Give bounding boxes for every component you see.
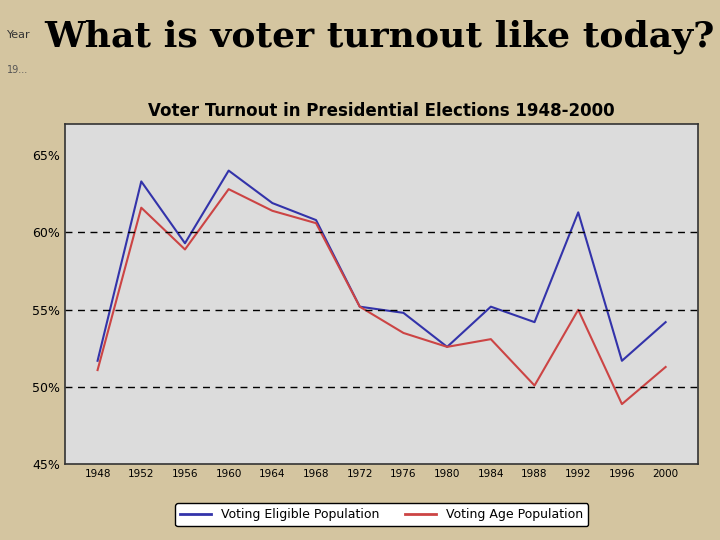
Title: Voter Turnout in Presidential Elections 1948-2000: Voter Turnout in Presidential Elections …	[148, 102, 615, 120]
Text: Year: Year	[7, 30, 31, 40]
Text: What is voter turnout like today?: What is voter turnout like today?	[45, 19, 715, 53]
Legend: Voting Eligible Population, Voting Age Population: Voting Eligible Population, Voting Age P…	[175, 503, 588, 526]
Text: 19...: 19...	[7, 65, 29, 75]
